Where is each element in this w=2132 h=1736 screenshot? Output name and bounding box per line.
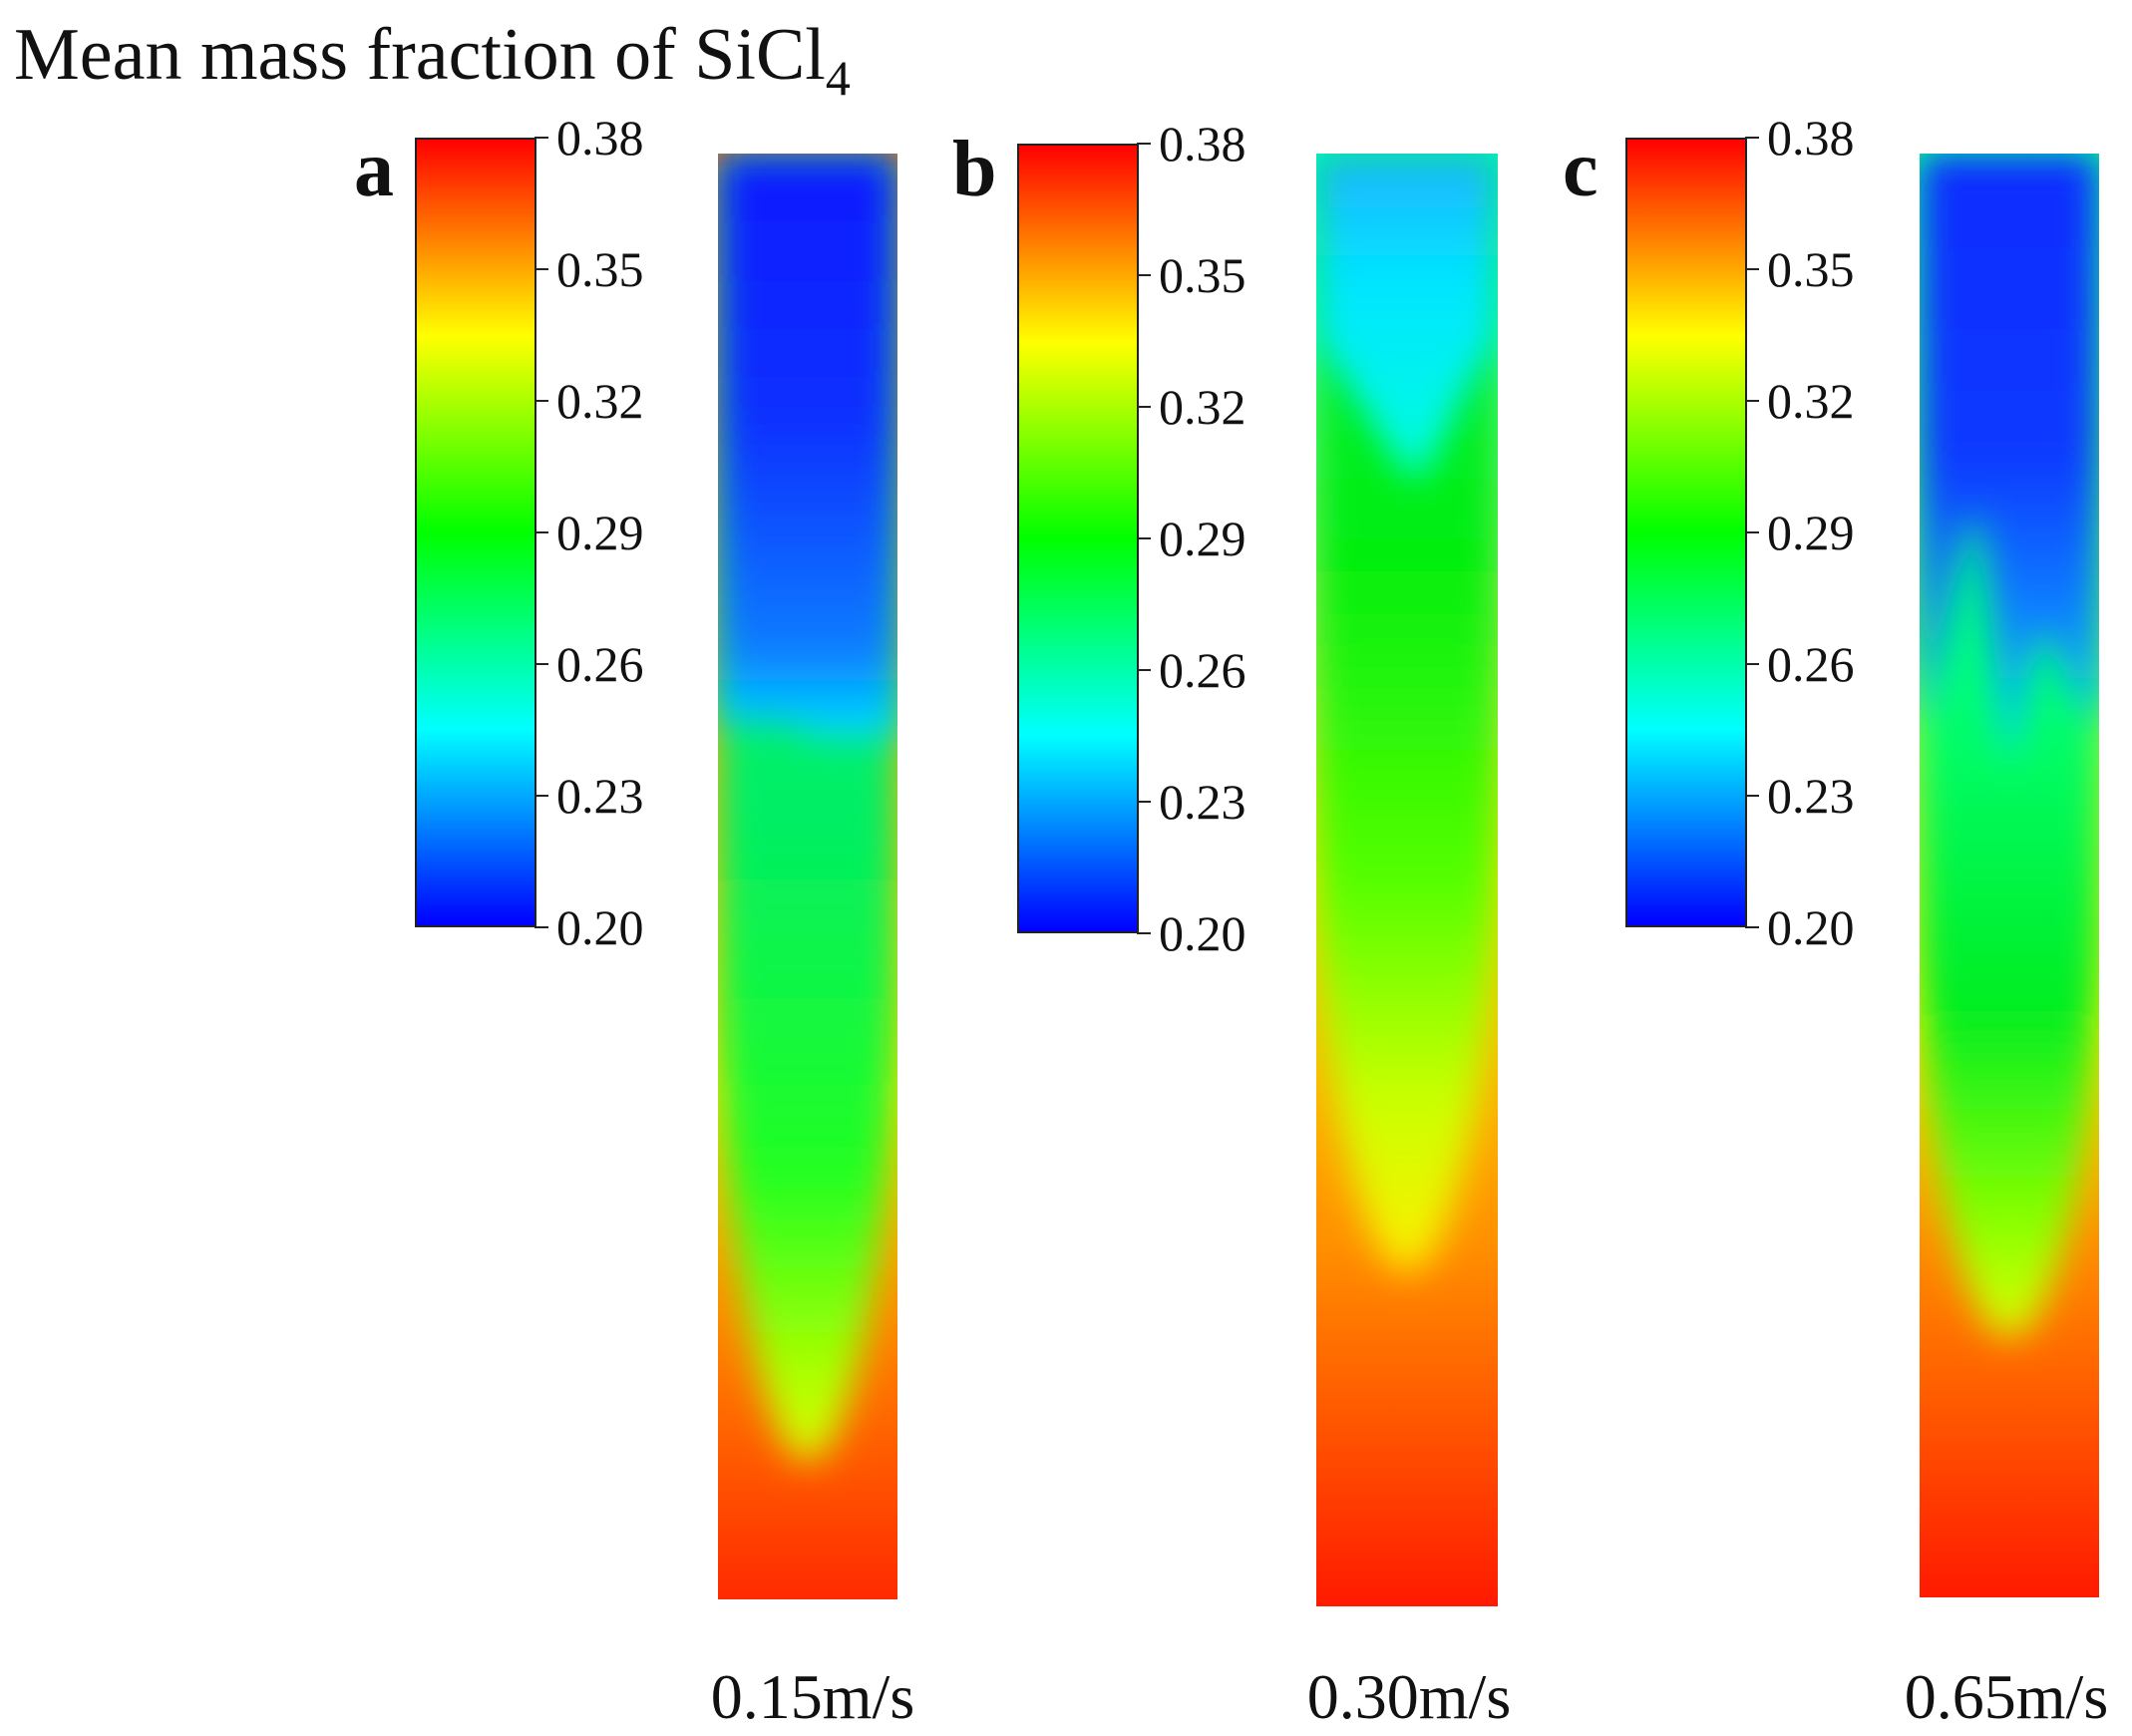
panel-a-velocity-label: 0.15m/s [710,1661,915,1732]
panel-a-contour [718,154,897,1599]
colorbar-tick-mark [1137,143,1151,145]
colorbar-tick-mark [1745,926,1759,928]
colorbar-tick-mark [1137,274,1151,276]
figure-title-text: Mean mass fraction of SiCl [14,14,826,96]
colorbar-tick-label: 0.20 [556,899,644,955]
colorbar-tick-label: 0.35 [556,241,644,297]
panel-c-blue-region [1920,154,2099,761]
colorbar-tick-label: 0.38 [556,110,644,166]
colorbar-tick-label: 0.29 [556,505,644,560]
colorbar-tick-label: 0.23 [1159,774,1246,830]
colorbar-tick-mark [534,400,548,402]
colorbar-tick-mark [1745,795,1759,797]
panel-c-colorbar [1625,138,1747,927]
panel-b-contour [1316,154,1498,1606]
colorbar-tick-label: 0.20 [1159,905,1246,961]
figure-title: Mean mass fraction of SiCl4 [14,18,851,103]
colorbar-tick-mark [1745,268,1759,270]
panel-b-contour-svg [1316,154,1498,1606]
colorbar-tick-label: 0.38 [1159,116,1246,172]
colorbar-tick-mark [1137,669,1151,671]
colorbar-tick-mark [1137,537,1151,539]
colorbar-tick-label: 0.26 [1159,642,1246,698]
colorbar-tick-label: 0.23 [1767,768,1855,824]
colorbar-tick-label: 0.32 [1159,379,1246,435]
panel-c-letter: c [1563,126,1599,213]
panel-a-contour-svg [718,154,897,1599]
panel-b-velocity-label: 0.30m/s [1306,1661,1512,1732]
colorbar-tick-label: 0.35 [1159,247,1246,303]
panel-b-colorbar [1017,144,1139,933]
colorbar-tick-label: 0.26 [556,636,644,692]
colorbar-tick-label: 0.20 [1767,899,1855,955]
panel-a-blue-region [718,154,897,740]
panel-a-colorbar [415,138,536,927]
colorbar-tick-mark [534,795,548,797]
colorbar-tick-mark [534,531,548,533]
colorbar-tick-label: 0.32 [1767,373,1855,429]
panel-c-contour-svg [1920,154,2099,1597]
colorbar-tick-mark [1137,801,1151,803]
colorbar-tick-label: 0.35 [1767,241,1855,297]
colorbar-tick-mark [1745,137,1759,139]
panel-c-velocity-label: 0.65m/s [1904,1661,2109,1732]
colorbar-tick-label: 0.23 [556,768,644,824]
panel-b-cyan-region [1316,154,1498,481]
colorbar-tick-label: 0.26 [1767,636,1855,692]
colorbar-tick-mark [1745,400,1759,402]
colorbar-tick-mark [534,268,548,270]
panel-c-contour [1920,154,2099,1597]
panel-b-letter: b [952,126,997,213]
colorbar-tick-label: 0.29 [1159,511,1246,566]
colorbar-tick-mark [1137,406,1151,408]
colorbar-tick-label: 0.29 [1767,505,1855,560]
panel-a-letter: a [354,126,394,213]
figure-title-subscript: 4 [825,50,851,106]
panel-b-green-plume [1316,154,1498,1272]
colorbar-tick-label: 0.38 [1767,110,1855,166]
colorbar-tick-mark [534,926,548,928]
colorbar-tick-label: 0.32 [556,373,644,429]
colorbar-tick-mark [1137,932,1151,934]
colorbar-tick-mark [1745,531,1759,533]
colorbar-tick-mark [534,137,548,139]
colorbar-tick-mark [1745,663,1759,665]
colorbar-tick-mark [534,663,548,665]
